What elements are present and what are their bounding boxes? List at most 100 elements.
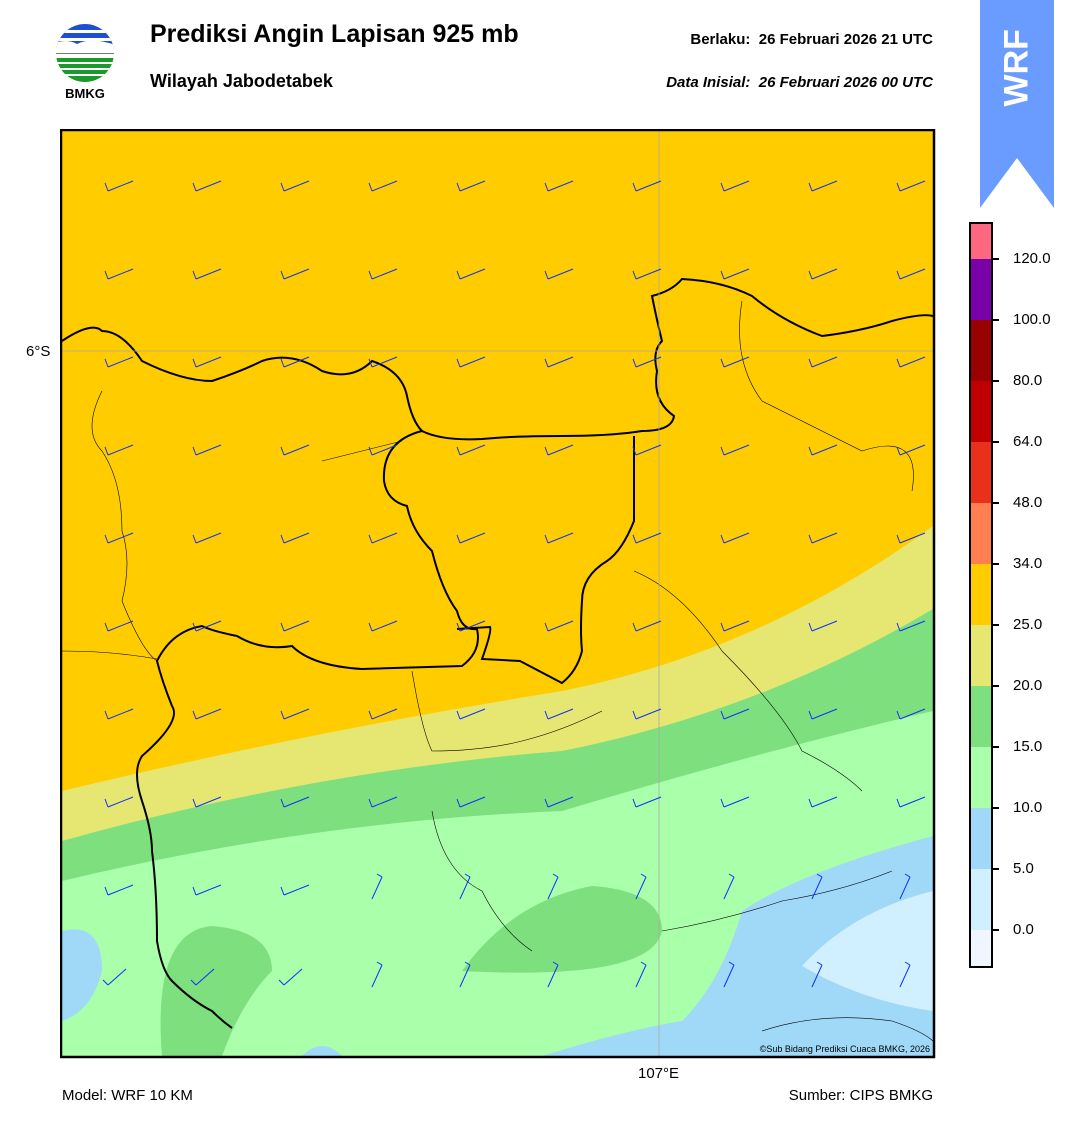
colorbar-bin xyxy=(971,808,991,869)
wind-barb xyxy=(896,180,926,192)
wind-barb xyxy=(192,444,222,456)
valid-time: Berlaku: 26 Februari 2026 21 UTC xyxy=(690,31,933,48)
wind-barb xyxy=(280,356,310,368)
page-title: Prediksi Angin Lapisan 925 mb xyxy=(150,20,519,48)
colorbar-bin xyxy=(971,625,991,686)
wind-barb xyxy=(544,796,574,808)
colorbar-tick-label: 25.0 xyxy=(1013,616,1043,633)
init-time: Data Inisial: 26 Februari 2026 00 UTC xyxy=(666,74,933,91)
colorbar-tick xyxy=(991,319,999,321)
wind-barb xyxy=(456,268,486,280)
wind-barb xyxy=(456,796,486,808)
wind-barb xyxy=(723,873,735,900)
colorbar-tick xyxy=(991,685,999,687)
colorbar-tick xyxy=(991,929,999,931)
lat-label: 6°S xyxy=(26,343,51,360)
coastline xyxy=(61,277,934,1029)
wind-barb xyxy=(280,268,310,280)
wind-barb xyxy=(192,532,222,544)
colorbar-tick-label: 15.0 xyxy=(1013,738,1043,755)
patch-15-20-west xyxy=(160,926,272,1056)
admin-boundaries xyxy=(61,300,934,1042)
wind-barb xyxy=(896,356,926,368)
colorbar xyxy=(969,222,993,968)
colorbar-bin xyxy=(971,442,991,503)
wind-barb xyxy=(104,268,134,280)
wind-barb xyxy=(544,444,574,456)
wind-barb xyxy=(192,268,222,280)
colorbar-tick xyxy=(991,807,999,809)
colorbar-tick xyxy=(991,868,999,870)
wind-barb xyxy=(720,532,750,544)
colorbar-tick-label: 48.0 xyxy=(1013,494,1043,511)
wind-map: ©Sub Bidang Prediksi Cuaca BMKG, 2026 xyxy=(60,129,936,1059)
wind-barb xyxy=(104,444,134,456)
wind-barb xyxy=(720,796,750,808)
colorbar-tick xyxy=(991,258,999,260)
wind-barb xyxy=(104,708,134,720)
wind-barb xyxy=(104,884,134,896)
wind-barb xyxy=(808,180,838,192)
wind-barb xyxy=(544,180,574,192)
wind-barb xyxy=(278,968,303,986)
svg-text:BMKG: BMKG xyxy=(65,86,105,101)
colorbar-tick xyxy=(991,563,999,565)
wind-barb xyxy=(808,532,838,544)
wind-barb xyxy=(544,356,574,368)
wind-barb xyxy=(280,444,310,456)
colorbar-bin xyxy=(971,381,991,442)
wind-barb xyxy=(632,796,662,808)
wind-barb xyxy=(368,268,398,280)
wind-barb xyxy=(720,708,750,720)
wind-barb xyxy=(544,532,574,544)
wind-barb xyxy=(280,180,310,192)
wind-barb xyxy=(896,532,926,544)
wind-barb xyxy=(547,961,559,988)
colorbar-bin xyxy=(971,320,991,381)
band-5-10 xyxy=(542,836,933,1056)
wind-barb xyxy=(104,180,134,192)
wind-barb xyxy=(808,620,838,632)
wind-barb xyxy=(280,708,310,720)
colorbar-tick-label: 5.0 xyxy=(1013,860,1034,877)
wind-barb xyxy=(808,356,838,368)
wind-barb xyxy=(192,884,222,896)
band-10-15 xyxy=(62,711,933,1056)
wind-barb xyxy=(632,620,662,632)
colorbar-bin xyxy=(971,224,991,259)
wrf-label: WRF xyxy=(997,29,1036,107)
wrf-badge: WRF xyxy=(980,0,1054,208)
wind-barb xyxy=(102,968,127,986)
wind-barb xyxy=(368,444,398,456)
lon-label: 107°E xyxy=(638,1065,680,1082)
wind-barb xyxy=(547,873,559,900)
wind-barb xyxy=(544,620,574,632)
model-label: Model: WRF 10 KM xyxy=(62,1087,193,1104)
colorbar-bin xyxy=(971,930,991,966)
wind-barb xyxy=(896,708,926,720)
wind-barb xyxy=(104,796,134,808)
wind-barb xyxy=(456,532,486,544)
wind-barb xyxy=(896,268,926,280)
colorbar-tick xyxy=(991,380,999,382)
wind-barb xyxy=(280,620,310,632)
colorbar-tick-label: 20.0 xyxy=(1013,677,1043,694)
colorbar-tick-label: 34.0 xyxy=(1013,555,1043,572)
wind-barb xyxy=(899,873,911,900)
source-label: Sumber: CIPS BMKG xyxy=(788,1087,933,1104)
wind-barb xyxy=(720,268,750,280)
wind-barb xyxy=(456,356,486,368)
wind-barb xyxy=(723,961,735,988)
map-frame xyxy=(60,129,936,1059)
wind-barb xyxy=(368,708,398,720)
wind-barb xyxy=(720,180,750,192)
wind-barb xyxy=(280,796,310,808)
bmkg-logo: BMKG xyxy=(52,20,118,102)
wind-barb xyxy=(632,356,662,368)
wind-barb xyxy=(368,356,398,368)
wind-barb xyxy=(368,532,398,544)
wind-barb xyxy=(371,961,383,988)
wind-barb xyxy=(899,961,911,988)
wind-barb xyxy=(192,180,222,192)
bmkg-logo-icon: BMKG xyxy=(56,24,114,101)
